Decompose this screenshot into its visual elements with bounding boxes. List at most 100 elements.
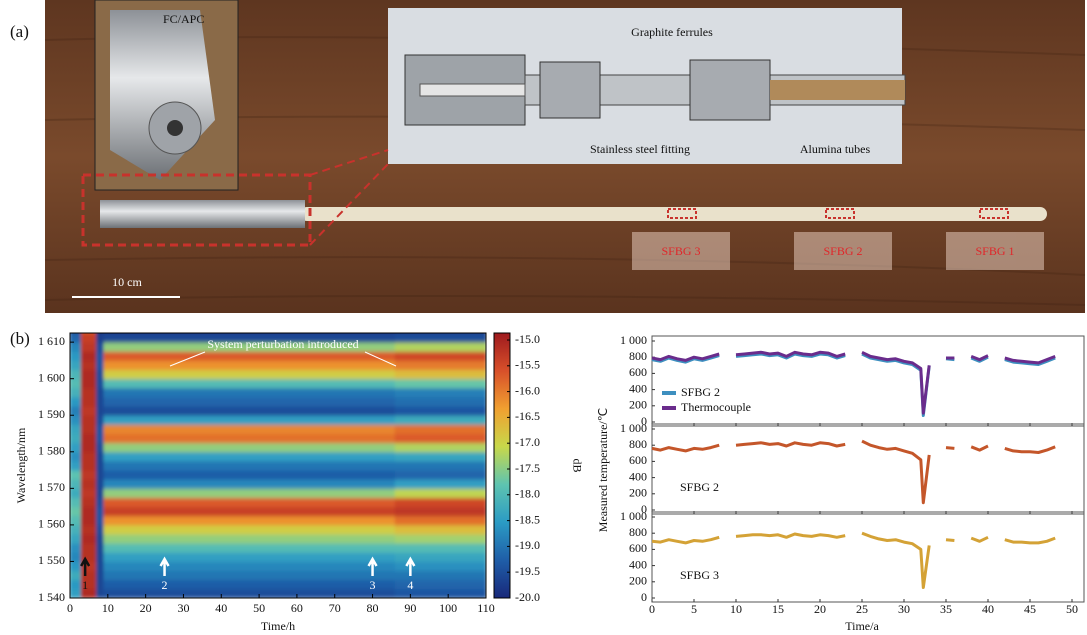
heatmap-cell <box>70 588 82 598</box>
heatmap-cell <box>95 396 105 407</box>
heatmap-cell <box>95 570 105 581</box>
y-tick-label: 800 <box>629 525 647 539</box>
heatmap-cell <box>80 423 97 435</box>
heatmap-cell <box>70 478 82 489</box>
heatmap-cell <box>80 506 97 517</box>
heatmap-cell <box>80 551 97 562</box>
heatmap-cell <box>103 496 396 508</box>
heatmap-cell <box>394 469 486 480</box>
heatmap-cell <box>70 515 82 526</box>
heatmap-cell <box>95 387 105 398</box>
heatmap-cell <box>70 570 82 581</box>
heatmap-cell <box>95 333 105 334</box>
colorbar-tick-label: -16.5 <box>515 409 540 423</box>
heatmap-cell <box>80 359 97 371</box>
heatmap-cell <box>70 496 82 508</box>
plot-frame <box>651 511 1085 603</box>
heatmap-cell <box>95 442 105 453</box>
heatmap-cell <box>80 579 97 590</box>
x-tick-label: 30 <box>177 601 189 615</box>
heatmap-cell <box>103 396 396 407</box>
x-tick-label: 50 <box>253 601 265 615</box>
heatmap-cell <box>394 542 486 553</box>
heatmap-cell <box>95 350 105 361</box>
zoom-outline <box>81 149 389 247</box>
heatmap-cell <box>70 442 82 453</box>
x-tick-label: 30 <box>898 602 910 616</box>
heatmap-cells <box>70 333 486 598</box>
y-tick-label: 1 580 <box>38 444 65 458</box>
heatmap-cell <box>95 405 105 416</box>
heatmap-cell <box>103 333 396 334</box>
heatmap-cell <box>394 333 486 334</box>
event-arrow <box>367 556 378 576</box>
heatmap-cell <box>70 460 82 471</box>
heatmap-cell <box>95 378 105 389</box>
heatmap-cell <box>394 396 486 407</box>
heatmap-cell <box>80 478 97 489</box>
colorbar-tick-label: -15.5 <box>515 358 540 372</box>
y-tick-label: 600 <box>629 365 647 379</box>
y-tick-label: 1 590 <box>38 407 65 421</box>
annotation: System perturbation introduced <box>207 337 358 351</box>
y-axis-label: Wavelength/nm <box>14 427 28 503</box>
heatmap-cell <box>394 560 486 572</box>
heatmap-cell <box>394 588 486 598</box>
x-tick-label: 45 <box>1024 602 1036 616</box>
x-axis-label: Time/h <box>261 619 295 633</box>
heatmap-cell <box>394 551 486 562</box>
colorbar-tick-label: -18.5 <box>515 512 540 526</box>
heatmap-cell <box>394 579 486 590</box>
event-label: 1 <box>82 578 88 592</box>
y-tick-label: 1 000 <box>620 509 647 523</box>
grating-label-boxes <box>632 232 1044 270</box>
y-axis-label: Measured temperature/℃ <box>596 408 610 532</box>
x-tick-label: 25 <box>856 602 868 616</box>
heatmap-cell <box>103 350 396 361</box>
alumina-rod <box>300 207 1047 221</box>
schematic-drawing <box>404 54 906 126</box>
event-arrow <box>405 556 416 576</box>
heatmap-cell <box>80 333 97 343</box>
heatmap-cell <box>70 369 82 380</box>
heatmap-cell <box>103 542 396 553</box>
plot-frame <box>651 335 1085 427</box>
annotation-pointer <box>169 351 397 367</box>
heatmap-cell <box>95 551 105 562</box>
heatmap-cell <box>80 451 97 462</box>
x-tick-label: 0 <box>649 602 655 616</box>
y-tick-label: 600 <box>629 541 647 555</box>
heatmap-cell <box>95 478 105 489</box>
heatmap-cell <box>103 460 396 471</box>
heatmap-cell <box>394 442 486 453</box>
heatmap-cell <box>80 405 97 416</box>
y-tick-label: 800 <box>629 349 647 363</box>
panel-label: (b) <box>10 329 30 348</box>
colorbar-tick-label: -16.0 <box>515 383 540 397</box>
heatmap-cell <box>394 570 486 581</box>
heatmap-cell <box>394 496 486 508</box>
heatmap-cell <box>394 423 486 435</box>
y-tick-label: 200 <box>629 574 647 588</box>
heatmap-cell <box>95 506 105 517</box>
heatmap-cell <box>70 524 82 535</box>
heatmap-cell <box>103 506 396 517</box>
heatmap-cell <box>95 524 105 535</box>
x-tick-label: 0 <box>67 601 73 615</box>
y-tick-label: 1 000 <box>620 421 647 435</box>
heatmap-cell <box>394 341 486 352</box>
connector-core <box>167 120 183 136</box>
heatmap-cell <box>103 570 396 581</box>
heatmap-cell <box>394 405 486 416</box>
heatmap-cell <box>95 369 105 380</box>
heatmap-cell <box>95 359 105 371</box>
y-tick-label: 800 <box>629 437 647 451</box>
heatmap-cell <box>394 451 486 462</box>
colorbar-tick-label: -15.0 <box>515 332 540 346</box>
x-tick-label: 80 <box>367 601 379 615</box>
colorbar-label: dB <box>570 458 584 472</box>
heatmap-cell <box>95 496 105 508</box>
event-arrow <box>159 556 170 576</box>
